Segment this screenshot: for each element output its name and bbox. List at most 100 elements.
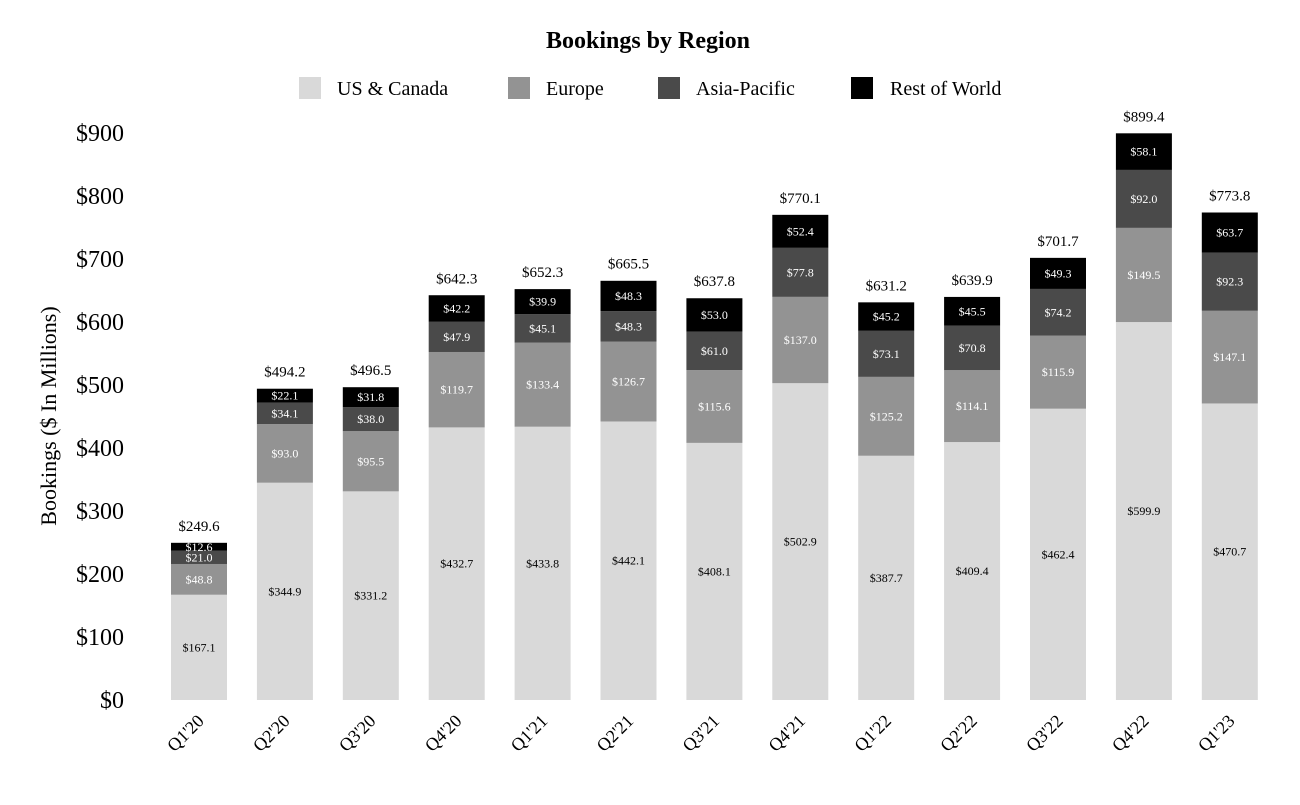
total-label: $652.3 (522, 265, 563, 281)
legend-label-asia-pacific: Asia-Pacific (696, 78, 795, 100)
bar-group-q1-23: $470.7 $147.1 $92.3 $63.7 $773.8 (1201, 189, 1258, 700)
bar-segment-asia-pacific (772, 247, 829, 297)
bar-group-q1-20: $167.1 $48.8 $21.0$12.6 $249.6 (171, 519, 227, 700)
bar-group-q4-22: $599.9 $149.5 $92.0 $58.1 $899.4 (1115, 109, 1172, 700)
y-tick-label: $600 (76, 310, 124, 336)
data-label-rest-of-world: $63.7 (1216, 226, 1243, 240)
data-label-europe: $125.2 (870, 409, 903, 423)
bar-group-q2-21: $442.1 $126.7 $48.3 $48.3 $665.5 (600, 257, 657, 700)
x-tick-label: Q3'22 (1022, 711, 1067, 756)
y-tick-label: $0 (100, 688, 124, 714)
total-label: $249.6 (178, 519, 220, 535)
data-label-europe: $119.7 (440, 383, 473, 397)
bar-group-q4-20: $432.7 $119.7 $47.9 $42.2 $642.3 (428, 271, 485, 700)
bar-segment-europe (256, 424, 313, 483)
data-label-europe: $48.8 (186, 572, 213, 586)
bar-segment-asia-pacific (600, 311, 657, 342)
total-label: $642.3 (436, 271, 477, 287)
bar-segment-us-canada (944, 442, 1001, 700)
data-label-asia-pacific: $77.8 (787, 265, 814, 279)
data-label-rest-of-world: $52.4 (787, 224, 814, 238)
data-label-rest-of-world: $22.1 (271, 389, 298, 403)
data-label-us-canada: $409.4 (956, 564, 989, 578)
data-label-us-canada: $432.7 (440, 557, 473, 571)
data-label-asia-pacific: $61.0 (701, 344, 728, 358)
bar-segment-europe (772, 296, 829, 384)
data-label-us-canada: $470.7 (1213, 545, 1246, 559)
legend-swatch-asia-pacific (658, 77, 680, 99)
bar-segment-rest-of-world (686, 298, 743, 332)
data-label-us-canada: $433.8 (526, 556, 559, 570)
data-label-rest-of-world: $12.6 (186, 540, 213, 554)
bar-segment-rest-of-world (342, 387, 399, 408)
x-tick-label: Q2'20 (249, 711, 294, 756)
bar-segment-us-canada (1030, 408, 1086, 700)
data-label-asia-pacific: $92.0 (1130, 192, 1157, 206)
bar-segment-asia-pacific (171, 550, 227, 564)
bar-segment-rest-of-world (256, 388, 313, 403)
data-label-us-canada: $462.4 (1042, 547, 1075, 561)
bar-segment-asia-pacific (944, 325, 1001, 371)
bar-segment-us-canada (1115, 322, 1172, 700)
bar-segment-asia-pacific (342, 407, 399, 432)
data-label-asia-pacific: $73.1 (873, 347, 900, 361)
bar-segment-asia-pacific (514, 314, 571, 343)
data-label-europe: $95.5 (357, 454, 384, 468)
bar-segment-asia-pacific (256, 402, 313, 425)
total-label: $701.7 (1037, 234, 1079, 250)
bar-segment-asia-pacific (1030, 288, 1086, 336)
bar-segment-rest-of-world (772, 214, 829, 248)
bar-group-q3-22: $462.4 $115.9 $74.2 $49.3 $701.7 (1030, 234, 1086, 700)
y-tick-label: $100 (76, 625, 124, 651)
data-label-rest-of-world: $49.3 (1045, 266, 1072, 280)
total-label: $770.1 (780, 191, 821, 207)
data-label-rest-of-world: $58.1 (1130, 145, 1157, 159)
y-tick-label: $400 (76, 436, 124, 462)
x-tick-label: Q4'22 (1108, 711, 1153, 756)
bar-segment-us-canada (772, 383, 829, 700)
data-label-us-canada: $167.1 (183, 640, 216, 654)
x-tick-label: Q4'20 (421, 711, 466, 756)
data-label-us-canada: $502.9 (784, 535, 817, 549)
y-axis-ticks: $0 $100 $200 $300 $400 $500 $600 $700 $800 $900 (76, 121, 124, 714)
bar-segment-rest-of-world (171, 542, 227, 551)
data-label-asia-pacific: $92.3 (1216, 275, 1243, 289)
total-label: $631.2 (866, 278, 907, 294)
bar-segment-asia-pacific (858, 330, 915, 377)
bar-group-q1-22: $387.7 $125.2 $73.1 $45.2 $631.2 (858, 278, 915, 700)
bar-segment-rest-of-world (428, 295, 485, 322)
x-tick-label: Q2'22 (936, 711, 981, 756)
bar-segment-us-canada (1201, 403, 1258, 700)
bar-segment-europe (1201, 310, 1258, 404)
data-label-rest-of-world: $45.5 (959, 304, 986, 318)
bar-group-q2-20: $344.9 $93.0 $34.1 $22.1 $494.2 (256, 365, 313, 700)
total-label: $637.8 (694, 274, 735, 290)
bar-segment-asia-pacific (428, 321, 485, 352)
bar-segment-europe (342, 431, 399, 492)
data-label-us-canada: $344.9 (268, 584, 301, 598)
x-tick-label: Q2'21 (593, 711, 638, 756)
bar-segment-europe (600, 341, 657, 422)
total-label: $899.4 (1123, 109, 1165, 125)
bar-group-q1-21: $433.8 $133.4 $45.1 $39.9 $652.3 (514, 265, 571, 700)
data-label-asia-pacific: $48.3 (615, 319, 642, 333)
bar-segment-us-canada (342, 491, 399, 700)
legend-swatch-rest-of-world (851, 77, 873, 99)
x-tick-label: Q3'20 (335, 711, 380, 756)
bar-segment-rest-of-world (858, 302, 915, 331)
total-label: $773.8 (1209, 189, 1250, 205)
bar-segment-rest-of-world (944, 296, 1001, 326)
data-label-asia-pacific: $74.2 (1045, 305, 1072, 319)
data-label-rest-of-world: $45.2 (873, 310, 900, 324)
data-label-europe: $126.7 (612, 375, 645, 389)
legend-swatch-europe (508, 77, 530, 99)
data-label-europe: $149.5 (1127, 268, 1160, 282)
legend-label-rest-of-world: Rest of World (890, 78, 1001, 100)
data-label-asia-pacific: $38.0 (357, 412, 384, 426)
bar-segment-us-canada (686, 442, 743, 700)
bar-group-q3-21: $408.1 $115.6 $61.0 $53.0 $637.8 (686, 274, 743, 700)
y-tick-label: $500 (76, 373, 124, 399)
bar-segment-asia-pacific (1201, 252, 1258, 311)
x-tick-label: Q1'20 (163, 711, 208, 756)
data-label-us-canada: $442.1 (612, 554, 645, 568)
